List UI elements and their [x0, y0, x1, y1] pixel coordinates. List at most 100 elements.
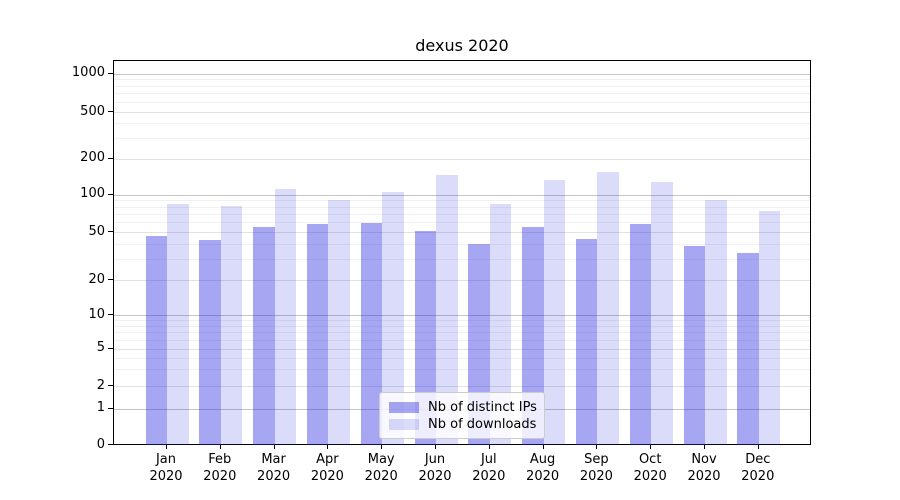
x-tick-year: 2020: [579, 469, 613, 484]
bar-downloads-apr: [328, 199, 350, 446]
gridline-minor-60: [114, 222, 810, 224]
x-tick-month: Jun: [424, 452, 446, 467]
y-tick-label-1: 1: [96, 400, 105, 415]
bar-downloads-jun: [436, 174, 458, 446]
x-tick-year: 2020: [149, 469, 183, 484]
x-tick-month: Feb: [208, 452, 232, 467]
bar-downloads-feb: [220, 205, 243, 446]
bar-distinct-ips-aug: [522, 227, 544, 446]
x-tick-label-may: May 2020: [353, 451, 409, 485]
x-tick-label-jul: Jul 2020: [461, 451, 517, 485]
x-tick-year: 2020: [633, 469, 667, 484]
x-tick-mark-jul: [488, 445, 490, 449]
gridline-y200: [114, 158, 810, 160]
gridline-y20: [114, 280, 810, 281]
x-tick-label-oct: Oct 2020: [622, 451, 678, 485]
legend-label-distinct-ips: Nb of distinct IPs: [428, 399, 537, 415]
bar-downloads-mar: [274, 189, 297, 446]
y-tick-label-500: 500: [80, 103, 105, 119]
gridline-minor-7: [114, 332, 810, 334]
gridline-minor-8: [114, 325, 810, 327]
gridline-minor-300: [114, 137, 810, 139]
legend-swatch-downloads: [389, 418, 419, 430]
gridline-minor-800: [114, 85, 810, 87]
x-tick-label-jan: Jan 2020: [138, 451, 194, 485]
x-tick-year: 2020: [203, 469, 237, 484]
x-tick-month: Jul: [480, 452, 497, 467]
y-tick-mark-0: [108, 444, 113, 445]
x-tick-year: 2020: [418, 469, 452, 484]
y-tick-label-1000: 1000: [71, 65, 105, 80]
y-tick-mark-1: [108, 407, 113, 409]
bar-distinct-ips-sep: [575, 239, 598, 446]
gridline-minor-700: [114, 93, 810, 95]
y-tick-label-20: 20: [88, 271, 105, 287]
bar-distinct-ips-apr: [306, 223, 329, 446]
bar-downloads-nov: [705, 199, 727, 446]
y-tick-mark-10: [108, 314, 113, 315]
x-tick-month: Jan: [155, 452, 177, 467]
y-tick-label-2: 2: [96, 377, 105, 393]
bar-downloads-jan: [167, 204, 189, 446]
y-tick-mark-2: [108, 385, 113, 386]
bar-downloads-jul: [489, 204, 512, 446]
bar-distinct-ips-mar: [253, 227, 275, 446]
x-tick-mark-mar: [273, 445, 275, 449]
x-tick-label-dec: Dec 2020: [730, 451, 786, 485]
gridline-minor-900: [114, 79, 810, 81]
y-tick-mark-100: [108, 193, 113, 195]
gridline-minor-70: [114, 213, 810, 215]
gridline-y50: [114, 232, 810, 233]
gridline-minor-4: [114, 357, 810, 359]
gridline-y500: [114, 112, 810, 113]
x-tick-year: 2020: [687, 469, 721, 484]
gridline-y100: [114, 194, 810, 196]
x-tick-mark-apr: [327, 445, 329, 449]
x-tick-month: May: [367, 452, 395, 467]
y-tick-mark-1000: [108, 72, 113, 74]
bar-distinct-ips-may: [360, 222, 383, 446]
x-tick-year: 2020: [472, 469, 506, 484]
x-tick-month: Oct: [638, 452, 662, 467]
x-tick-mark-jun: [435, 445, 436, 449]
x-tick-year: 2020: [364, 469, 398, 484]
legend-label-downloads: Nb of downloads: [428, 416, 537, 432]
x-tick-month: Dec: [745, 452, 771, 467]
chart-title: dexus 2020: [415, 36, 509, 55]
y-tick-mark-5: [108, 347, 113, 349]
gridline-minor-3: [114, 369, 810, 371]
bars-layer: [114, 61, 810, 446]
x-tick-mark-jan: [166, 445, 167, 449]
bar-distinct-ips-dec: [737, 252, 759, 446]
gridline-minor-400: [114, 123, 810, 125]
legend: Nb of distinct IPs Nb of downloads: [379, 392, 545, 439]
x-tick-label-apr: Apr 2020: [299, 451, 355, 485]
plot-area: Nb of distinct IPs Nb of downloads: [113, 60, 811, 446]
bar-distinct-ips-oct: [629, 223, 652, 446]
x-tick-label-mar: Mar 2020: [246, 451, 302, 485]
gridline-minor-40: [114, 243, 810, 245]
y-tick-mark-500: [108, 111, 113, 112]
y-tick-label-5: 5: [96, 340, 105, 355]
bar-downloads-dec: [758, 210, 781, 446]
bar-distinct-ips-nov: [683, 245, 705, 446]
gridline-y10: [114, 315, 810, 316]
bar-distinct-ips-jun: [414, 231, 436, 446]
x-tick-label-aug: Aug 2020: [515, 451, 571, 485]
x-tick-mark-dec: [757, 445, 759, 449]
bar-downloads-aug: [543, 180, 566, 446]
x-tick-mark-aug: [542, 445, 544, 449]
y-tick-label-200: 200: [80, 150, 105, 165]
y-tick-label-50: 50: [88, 223, 105, 239]
x-tick-month: Nov: [691, 452, 717, 467]
y-tick-label-10: 10: [88, 306, 105, 322]
gridline-minor-90: [114, 200, 810, 202]
x-tick-month: Apr: [316, 452, 339, 467]
bar-downloads-sep: [597, 171, 619, 446]
gridline-minor-30: [114, 258, 810, 260]
gridline-minor-6: [114, 339, 810, 341]
x-tick-mark-oct: [650, 445, 652, 449]
gridline-y2: [114, 386, 810, 387]
bar-downloads-oct: [651, 182, 673, 446]
y-tick-mark-20: [108, 279, 113, 280]
